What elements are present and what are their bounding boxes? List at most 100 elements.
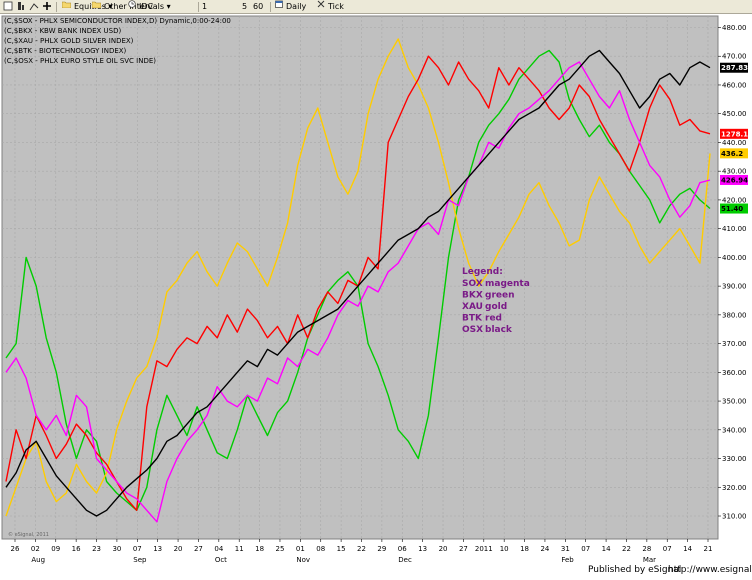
toolbar-item-label: IDC xyxy=(139,2,154,11)
x-tick-label: 26 xyxy=(11,545,20,553)
toolbar-item-daily[interactable]: Daily xyxy=(275,0,306,14)
x-month-label: Oct xyxy=(215,556,227,564)
y-tick-label: 400.00 xyxy=(722,254,747,262)
svg-text:426.94: 426.94 xyxy=(721,176,748,184)
x-tick-label: 04 xyxy=(214,545,223,553)
x-tick-label: 28 xyxy=(642,545,651,553)
toolbar-separator xyxy=(56,2,57,12)
x-tick-label: 10 xyxy=(500,545,509,553)
calendar-icon xyxy=(275,0,283,12)
legend-symbol: SOX xyxy=(462,279,483,289)
toolbar-item-label: Tick xyxy=(328,2,344,11)
x-tick-label: 13 xyxy=(153,545,162,553)
toolbar-item-60[interactable]: 60 xyxy=(253,0,263,14)
x-month-label: Nov xyxy=(296,556,310,564)
series-line-osx xyxy=(5,49,711,517)
legend-color-name: green xyxy=(485,291,515,301)
toolbar-item-tick[interactable]: Tick xyxy=(317,0,344,14)
toolbar: Equities ▾ Other Intervals ▾ IDC 1 5 60 Daily T… xyxy=(0,0,752,14)
legend-symbol: BKX xyxy=(462,291,483,301)
y-tick-label: 480.00 xyxy=(722,24,747,32)
chart-header-line: (C,$BKX - KBW BANK INDEX USD) xyxy=(4,27,121,35)
svg-text:287.83: 287.83 xyxy=(721,64,748,72)
last-value-tag-btk: 1278.12 xyxy=(720,128,752,139)
legend-symbol: BTK xyxy=(462,314,483,324)
new-window-icon[interactable] xyxy=(3,0,13,14)
tick-icon xyxy=(317,0,325,12)
footer-url: http://www.esignal.com xyxy=(668,565,752,575)
x-tick-label: 25 xyxy=(276,545,285,553)
y-tick-label: 440.00 xyxy=(722,139,747,147)
x-tick-label: 07 xyxy=(133,545,142,553)
chart-header-line: (C,$XAU - PHLX GOLD SILVER INDEX) xyxy=(4,37,134,45)
last-value-tag-sox: 426.94 xyxy=(720,174,748,185)
x-month-label: Sep xyxy=(133,556,147,564)
legend-symbol: XAU xyxy=(462,302,483,312)
svg-text:51.40: 51.40 xyxy=(721,205,743,213)
y-tick-label: 380.00 xyxy=(722,311,747,319)
line-chart: (C,$SOX - PHLX SEMICONDUCTOR INDEX,D) Dy… xyxy=(0,14,752,576)
y-tick-label: 420.00 xyxy=(722,196,747,204)
last-value-tags: 287.83 1278.12 436.2 426.94 51.40 xyxy=(720,62,752,214)
x-tick-label: 06 xyxy=(398,545,407,553)
plot-background xyxy=(1,15,719,540)
chart-header-line: (C,$BTK - BIOTECHNOLOGY INDEX) xyxy=(4,47,127,55)
x-tick-label: 16 xyxy=(72,545,81,553)
y-tick-label: 450.00 xyxy=(722,110,747,118)
add-icon[interactable] xyxy=(42,0,52,14)
chart-header-line: (C,$OSX - PHLX EURO STYLE OIL SVC INDE) xyxy=(4,57,156,65)
toolbar-item-label: Daily xyxy=(286,2,307,11)
svg-text:1278.12: 1278.12 xyxy=(721,130,752,138)
x-tick-label: 02 xyxy=(31,545,40,553)
x-tick-label: 20 xyxy=(439,545,448,553)
x-month-label: Feb xyxy=(561,556,574,564)
y-axis: 310.00 320.00 330.00 340.00 350.00 360.00 370.… xyxy=(718,24,747,521)
folder-icon xyxy=(61,0,72,12)
bar-chart-icon[interactable] xyxy=(16,0,26,14)
folder-icon xyxy=(91,0,102,12)
legend-color-name: red xyxy=(485,314,502,324)
legend-color-name: gold xyxy=(485,302,507,312)
y-tick-label: 310.00 xyxy=(722,513,747,521)
chart-header: (C,$SOX - PHLX SEMICONDUCTOR INDEX,D) Dy… xyxy=(4,17,231,65)
y-tick-label: 330.00 xyxy=(722,455,747,463)
x-tick-label: 08 xyxy=(316,545,325,553)
toolbar-item-5[interactable]: 5 xyxy=(242,0,247,14)
x-tick-label: 27 xyxy=(194,545,203,553)
x-tick-label: 29 xyxy=(377,545,386,553)
toolbar-item-1[interactable]: 1 xyxy=(202,0,207,14)
x-tick-label: 07 xyxy=(581,545,590,553)
footer: Published by eSignal http://www.esignal.… xyxy=(588,565,752,575)
last-value-tag-xau: 436.2 xyxy=(720,148,748,159)
chevron-down-icon: ▾ xyxy=(105,2,113,11)
x-month-label: Dec xyxy=(398,556,412,564)
x-tick-label: 18 xyxy=(255,545,264,553)
chevron-down-icon: ▾ xyxy=(164,2,171,11)
last-value-tag-osx: 287.83 xyxy=(720,62,748,73)
x-tick-label: 23 xyxy=(92,545,101,553)
line-chart-icon[interactable] xyxy=(29,0,39,14)
x-tick-label: 2011 xyxy=(475,545,493,553)
x-tick-label: 15 xyxy=(337,545,346,553)
x-tick-label: 22 xyxy=(622,545,631,553)
y-tick-label: 370.00 xyxy=(722,340,747,348)
y-tick-label: 460.00 xyxy=(722,81,747,89)
x-tick-label: 18 xyxy=(520,545,529,553)
toolbar-separator xyxy=(270,2,271,12)
chart-header-line: (C,$SOX - PHLX SEMICONDUCTOR INDEX,D) Dy… xyxy=(4,17,231,25)
y-tick-label: 340.00 xyxy=(722,426,747,434)
watermark: © eSignal, 2011 xyxy=(8,531,49,538)
x-month-label: Mar xyxy=(643,556,656,564)
y-tick-label: 470.00 xyxy=(722,53,747,61)
x-tick-label: 14 xyxy=(602,545,611,553)
x-axis: 26 02 09 16 23 30 07 13 20 27 04 11 18 25 01 08 15 22 29 06… xyxy=(11,539,712,564)
grid xyxy=(2,16,718,539)
y-tick-label: 430.00 xyxy=(722,168,747,176)
toolbar-item-equities[interactable]: Equities ▾ xyxy=(61,0,113,14)
series-line-xau xyxy=(5,38,711,517)
toolbar-item-label: 1 xyxy=(202,2,208,11)
x-tick-label: 07 xyxy=(663,545,672,553)
toolbar-item-idc[interactable]: IDC xyxy=(128,0,153,14)
last-value-tag-bkx: 51.40 xyxy=(720,203,748,214)
x-tick-label: 30 xyxy=(112,545,121,553)
